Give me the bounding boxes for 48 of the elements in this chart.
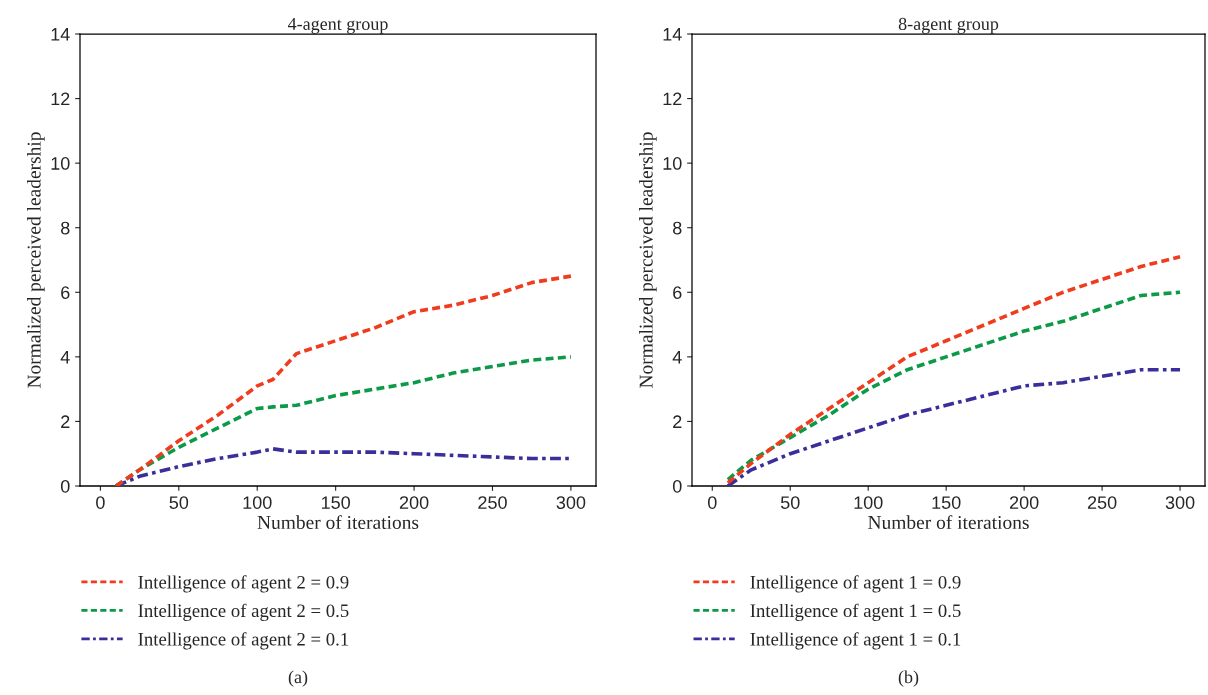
x-tick-label: 150 [932,496,961,509]
y-tick-label: 14 [663,28,682,41]
legend-label: Intelligence of agent 1 = 0.1 [750,632,961,650]
x-axis-title: Number of iterations [868,515,1029,530]
y-tick-label: 0 [672,479,682,493]
y-tick-label: 0 [60,479,70,493]
chart-title: 4-agent group [287,17,388,34]
x-tick-label: 250 [478,496,507,509]
text: (a) [288,670,308,687]
y-tick-label: 14 [51,28,70,41]
text: (b) [898,670,919,687]
chart-title: 8-agent group [898,17,999,34]
x-tick-label: 200 [1009,496,1039,509]
y-tick-label: 12 [51,92,70,106]
x-tick-label: 0 [96,496,105,509]
line-series [114,274,573,486]
x-axis-title: Number of iterations [257,515,419,530]
x-tick-label: 150 [321,496,351,509]
y-tick-label: 2 [673,415,682,428]
legend-label: Intelligence of agent 2 = 0.9 [138,575,349,593]
x-tick-label: 200 [399,496,429,509]
y-tick-label: 4 [672,350,682,364]
line-series [726,367,1182,486]
y-tick-label: 4 [60,350,70,364]
y-tick-label: 6 [673,286,682,300]
x-tick-label: 0 [707,496,717,509]
y-tick-label: 12 [663,92,682,106]
y-tick-label: 2 [61,415,70,428]
y-tick-label: 10 [663,157,682,170]
y-axis-title: Normalized perceived leadership [639,132,657,388]
x-tick-label: 50 [169,496,189,509]
y-tick-label: 6 [61,286,70,300]
legend-label: Intelligence of agent 2 = 0.5 [138,603,349,621]
y-tick-label: 8 [673,221,682,235]
y-axis-title: Normalized perceived leadership [27,132,45,388]
legend-label: Intelligence of agent 1 = 0.9 [750,575,961,593]
y-tick-label: 10 [51,157,70,170]
x-tick-label: 50 [780,496,800,509]
x-tick-label: 100 [243,496,272,509]
x-tick-label: 250 [1087,496,1117,509]
line-series [726,290,1182,482]
x-tick-label: 300 [556,496,586,509]
y-tick-label: 8 [61,221,70,235]
legend-label: Intelligence of agent 1 = 0.5 [750,603,961,621]
line-series [726,254,1182,485]
legend-label: Intelligence of agent 2 = 0.1 [138,632,349,650]
x-tick-label: 300 [1165,496,1195,509]
x-tick-label: 100 [854,496,883,509]
